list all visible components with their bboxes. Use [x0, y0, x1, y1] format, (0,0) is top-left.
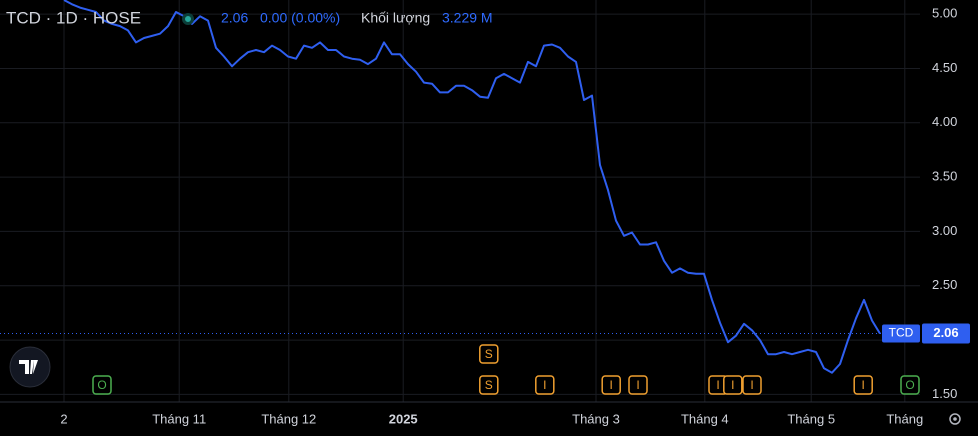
event-label: I: [750, 378, 753, 392]
event-marker: [601, 375, 621, 395]
x-tick-label: Tháng 3: [572, 411, 620, 426]
event-marker: [535, 375, 555, 395]
event-marker: [742, 375, 762, 395]
event-marker: [723, 375, 743, 395]
logo: [9, 346, 51, 388]
event-marker: [900, 375, 920, 395]
event-label: I: [716, 378, 719, 392]
volume-label: Khối lượng: [361, 10, 430, 26]
event-label: I: [862, 378, 865, 392]
y-tick-label: 4.50: [932, 60, 957, 75]
event-marker: [628, 375, 648, 395]
volume-value: 3.229 M: [442, 10, 493, 26]
x-tick-label: Tháng: [886, 411, 923, 426]
y-tick-label: 1.50: [932, 386, 957, 401]
header-price: 2.06: [221, 10, 248, 26]
status-dot: [182, 13, 194, 25]
y-tick-label: 2.50: [932, 277, 957, 292]
x-tick-label: Tháng 4: [681, 411, 729, 426]
header-change: 0.00 (0.00%): [260, 10, 340, 26]
event-label: S: [485, 347, 493, 361]
event-marker: [479, 344, 499, 364]
event-marker: [92, 375, 112, 395]
event-label: O: [97, 378, 106, 392]
event-label: I: [731, 378, 734, 392]
y-tick-label: 3.00: [932, 223, 957, 238]
event-label: O: [905, 378, 914, 392]
event-label: I: [636, 378, 639, 392]
y-tick-label: 4.00: [932, 114, 957, 129]
plot-area: O SSI I I I I I I O: [0, 0, 920, 402]
event-marker: [479, 375, 499, 395]
symbol: TCD · 1D · HOSE: [6, 8, 141, 27]
event-label: S: [485, 378, 493, 392]
y-tick-label: 5.00: [932, 6, 957, 21]
x-tick-label: 2025: [389, 411, 418, 426]
price-tag-symbol-bg: [882, 324, 920, 343]
x-tick-label: Tháng 5: [787, 411, 835, 426]
price-axis-panel: [920, 0, 978, 436]
x-tick-label: Tháng 12: [261, 411, 316, 426]
y-tick-label: 3.50: [932, 169, 957, 184]
price-tag-value: 2.06: [933, 325, 958, 340]
x-tick-label: 2: [60, 411, 67, 426]
price-tag-bg: [922, 323, 970, 344]
event-label: I: [610, 378, 613, 392]
x-tick-label: Tháng 11: [152, 411, 206, 426]
event-marker: [853, 375, 873, 395]
event-label: I: [543, 378, 546, 392]
price-tag-symbol: TCD: [889, 326, 914, 340]
price-line: [63, 0, 881, 374]
settings-icon[interactable]: [949, 413, 961, 425]
